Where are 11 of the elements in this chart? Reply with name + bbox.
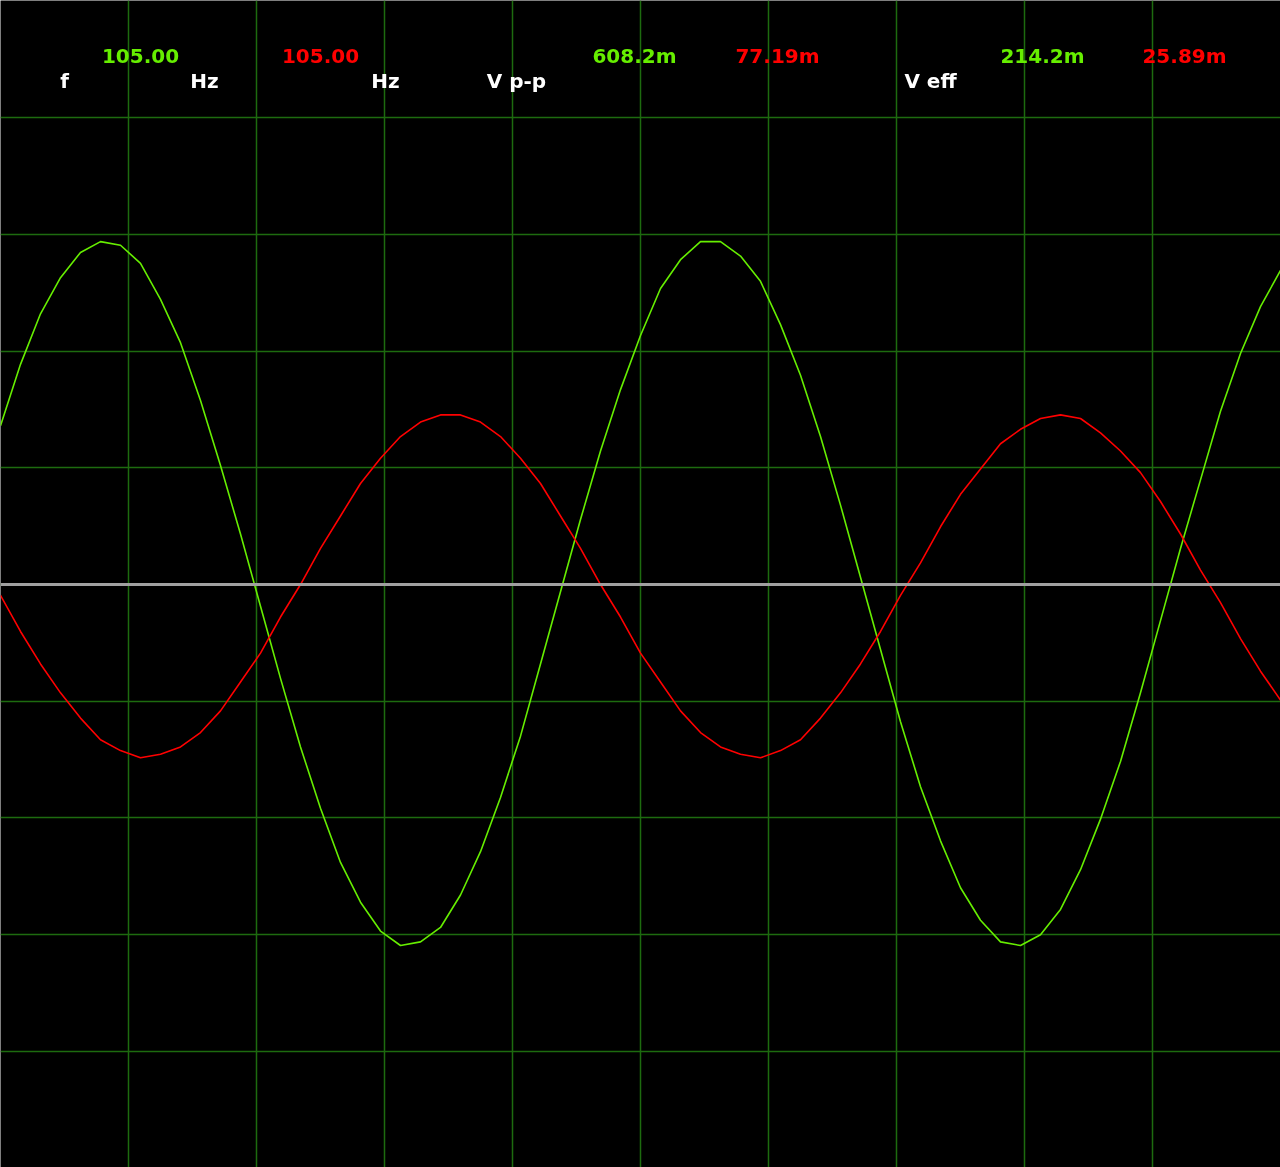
text: V p-p — [486, 68, 547, 93]
text: V eff — [904, 68, 958, 93]
text: f — [60, 68, 70, 93]
text: 105.00 — [101, 43, 180, 68]
text: 25.89m — [1142, 43, 1227, 68]
text: 77.19m — [735, 43, 820, 68]
text: Hz — [190, 68, 219, 93]
text: 608.2m — [592, 43, 677, 68]
text: Hz — [371, 68, 400, 93]
text: 105.00 — [281, 43, 360, 68]
text: 214.2m — [1000, 43, 1085, 68]
